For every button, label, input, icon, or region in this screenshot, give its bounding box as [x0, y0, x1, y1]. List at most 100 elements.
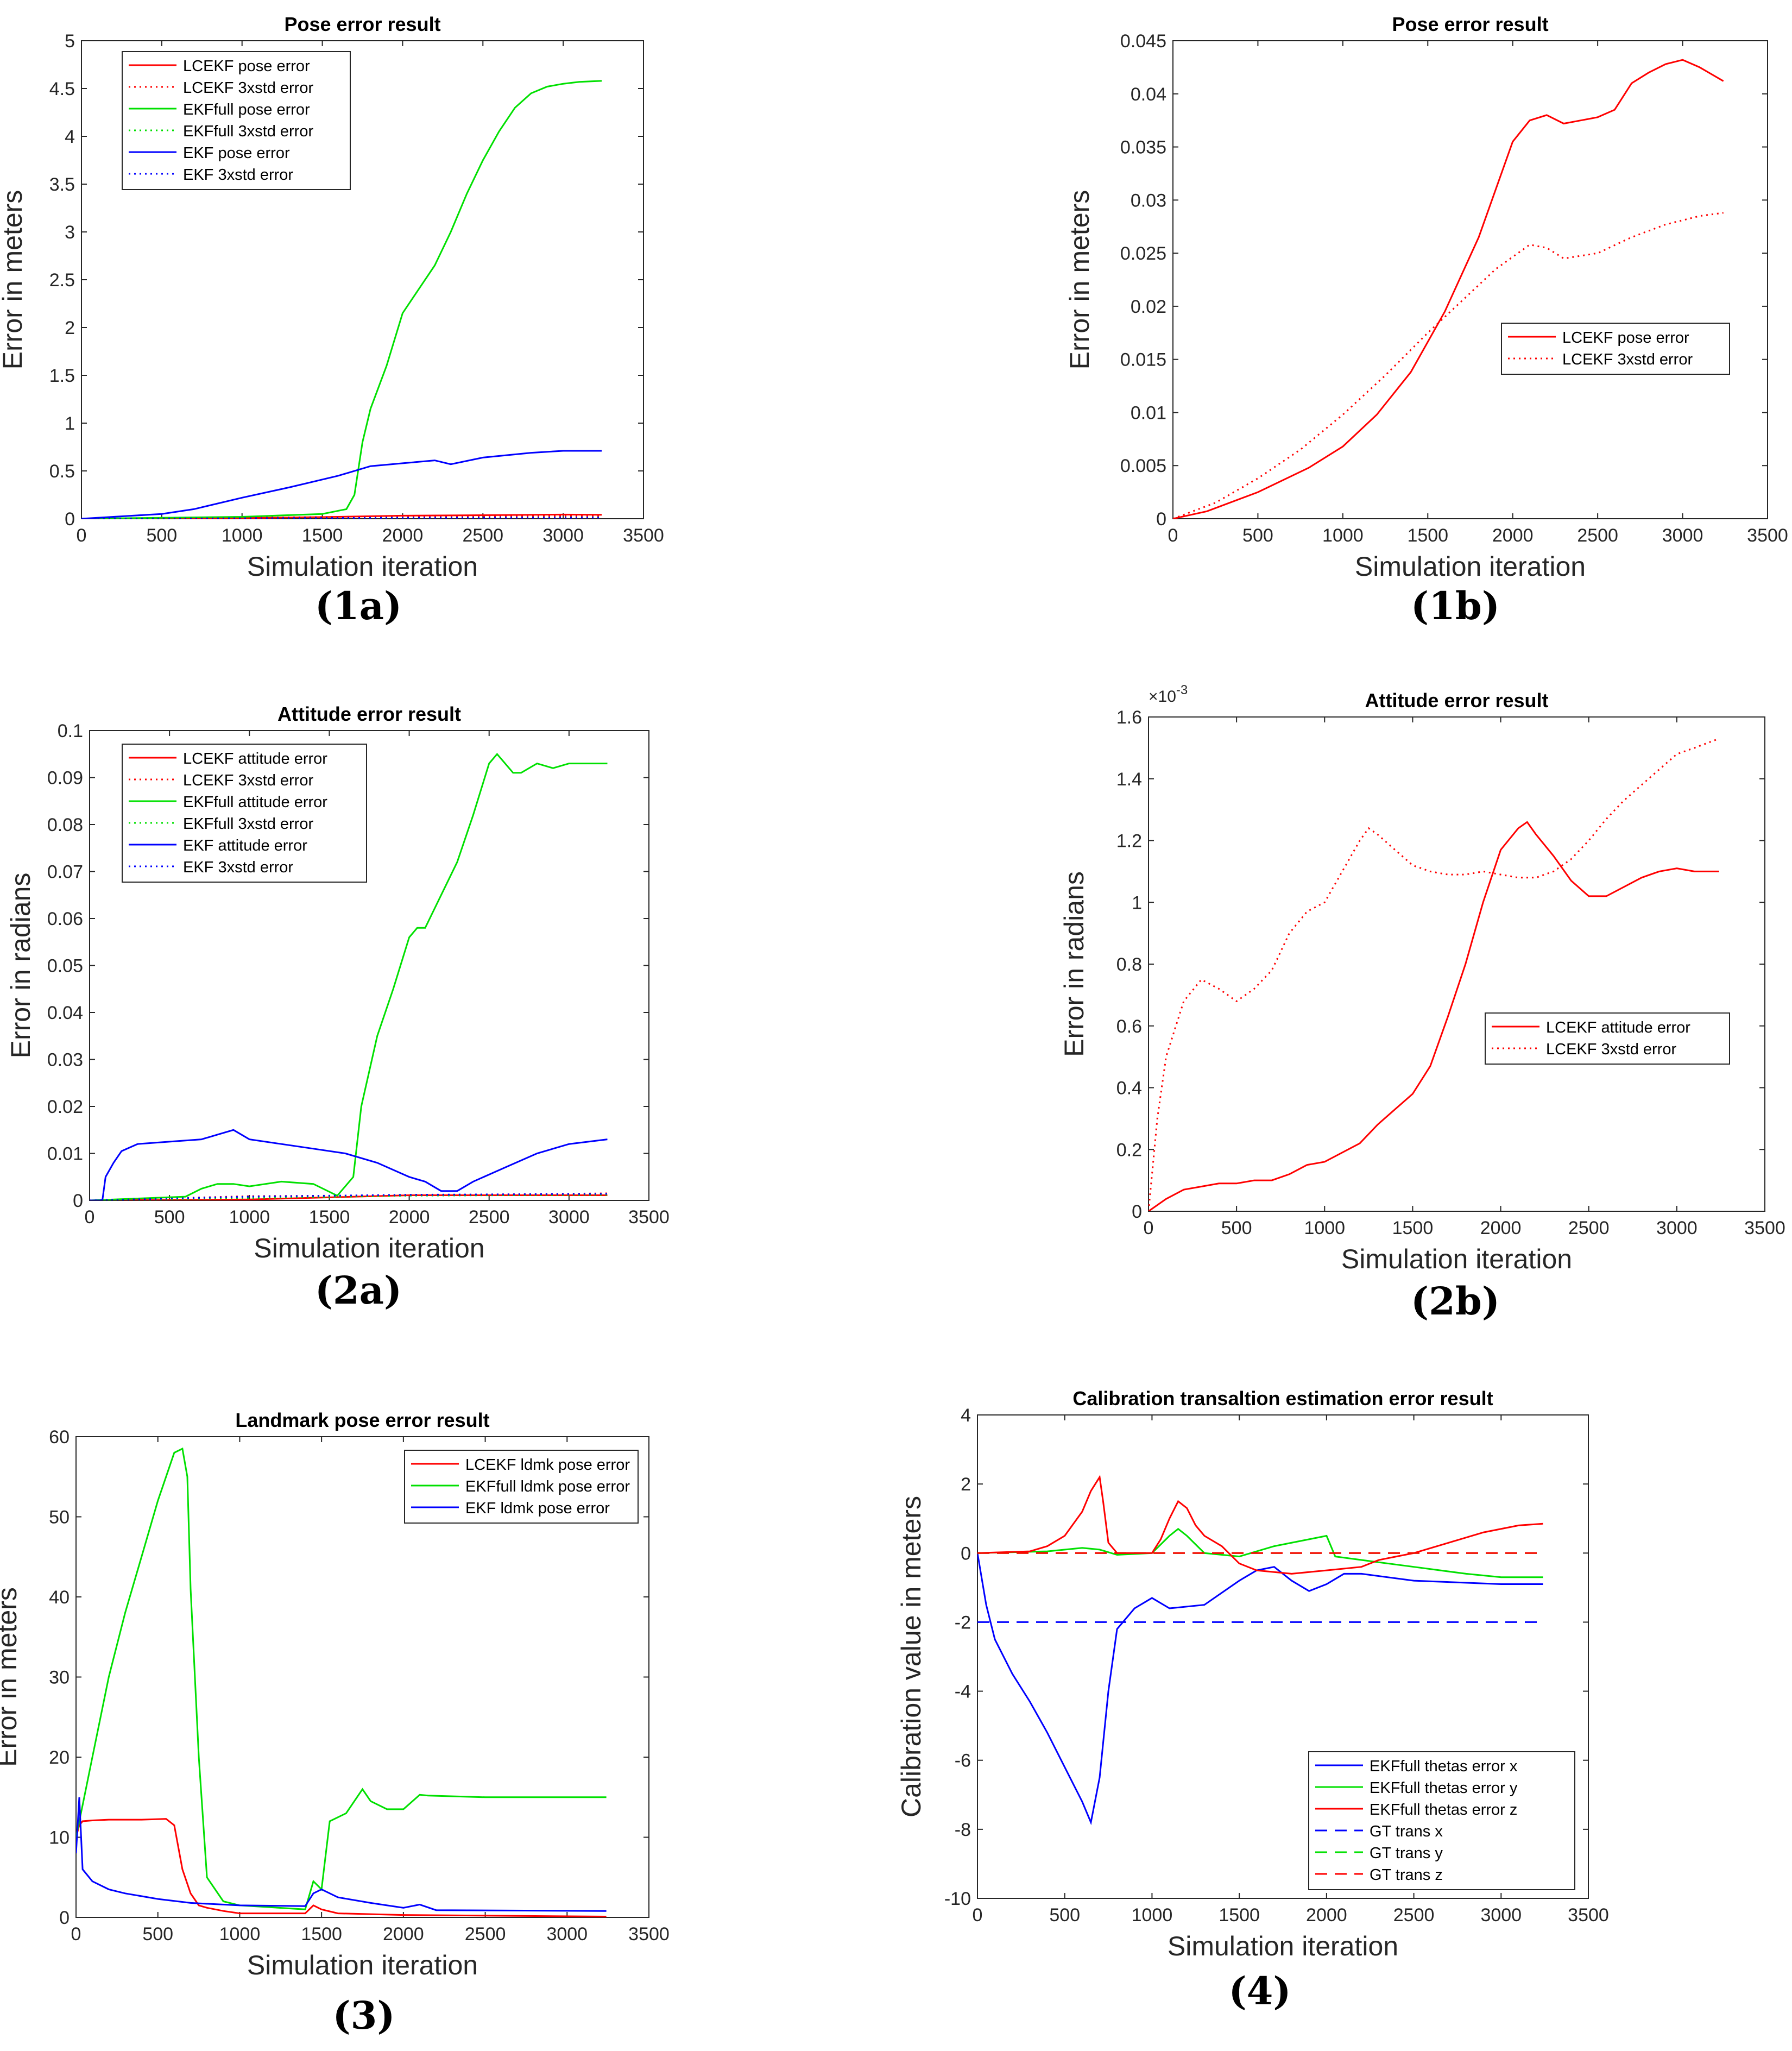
y-tick-label: 0 [73, 1191, 83, 1211]
legend-entry: LCEKF pose error [1562, 329, 1689, 347]
legend-box [122, 744, 367, 883]
series-line [90, 752, 608, 1200]
y-tick-label: 0.04 [47, 1003, 83, 1023]
y-exponent-label: ×10-3 [1149, 683, 1188, 706]
y-tick-label: 0 [1156, 509, 1166, 530]
y-tick-label: 1 [1132, 892, 1142, 913]
x-tick-label: 500 [146, 525, 177, 546]
x-axis-label: Simulation iteration [254, 1233, 484, 1263]
x-tick-label: 1500 [302, 525, 343, 546]
y-tick-label: -10 [944, 1889, 971, 1909]
plot-area [1172, 40, 1768, 519]
y-tick-label: 0.2 [1116, 1140, 1142, 1160]
x-tick-label: 1000 [1304, 1218, 1345, 1238]
x-axis-label: Simulation iteration [247, 551, 478, 582]
legend: EKFfull thetas error x EKFfull thetas err… [1308, 1751, 1575, 1890]
legend-entry: EKFfull ldmk pose error [465, 1478, 630, 1495]
legend-box [1308, 1751, 1575, 1890]
x-tick-label: 1000 [219, 1924, 261, 1945]
y-tick-label: -2 [955, 1612, 971, 1633]
y-tick-label: 0.025 [1120, 243, 1166, 264]
legend-entry: EKFfull pose error [183, 101, 310, 118]
x-tick-label: 3500 [628, 1924, 670, 1945]
y-tick-label: 0.03 [1131, 190, 1166, 211]
x-tick-label: 2000 [383, 1924, 424, 1945]
x-tick-label: 3000 [1662, 525, 1703, 546]
series-line [90, 1129, 608, 1200]
legend: LCEKF attitude error LCEKF 3xstd error [1485, 1012, 1730, 1065]
x-tick-label: 1500 [1392, 1218, 1434, 1238]
x-axis-label: Simulation iteration [1355, 551, 1586, 582]
chart-p3: 0 500 1000 1500 2000 2500 3000 3500 0 10 20 30 40 50 6… [0, 1409, 670, 2038]
y-tick-label: 3 [65, 222, 75, 243]
series-line [76, 1447, 607, 1910]
x-tick-label: 1000 [1322, 525, 1364, 546]
x-tick-label: 3000 [1656, 1218, 1698, 1238]
x-tick-label: 3500 [623, 525, 664, 546]
y-tick-label: 0.1 [58, 721, 83, 741]
x-tick-label: 3500 [1744, 1218, 1785, 1238]
series-line [90, 1194, 608, 1200]
y-tick-label: 0 [59, 1908, 70, 1928]
x-tick-label: 3500 [1568, 1905, 1609, 1926]
y-tick-label: 0.09 [47, 768, 83, 789]
legend-box [404, 1450, 639, 1524]
legend-entry: EKFfull 3xstd error [183, 815, 313, 833]
x-tick-label: 500 [1242, 525, 1273, 546]
legend-box [1501, 323, 1730, 375]
x-tick-label: 2500 [1568, 1218, 1610, 1238]
series-line [81, 80, 602, 519]
y-tick-label: 0.5 [49, 461, 75, 482]
subfigure-caption: (2a) [315, 1268, 402, 1313]
y-tick-label: 4 [65, 127, 75, 147]
legend-entry: GT trans z [1370, 1866, 1443, 1884]
series-line [1173, 59, 1724, 519]
y-tick-label: 1.2 [1116, 831, 1142, 852]
y-tick-label: 0.07 [47, 862, 83, 883]
legend-entry: LCEKF pose error [183, 58, 310, 75]
x-tick-label: 0 [71, 1924, 81, 1945]
series-line [1149, 821, 1719, 1211]
series-line [81, 450, 602, 519]
legend-entry: LCEKF 3xstd error [183, 79, 313, 97]
x-tick-label: 0 [77, 525, 87, 546]
x-tick-label: 3000 [546, 1924, 588, 1945]
y-axis-label: Error in meters [0, 190, 28, 370]
y-tick-label: 0.01 [1131, 402, 1166, 423]
chart-p2b: 0 500 1000 1500 2000 2500 3000 3500 0 0.2 0.4 0.6 0.… [1059, 683, 1785, 1324]
y-tick-label: 0.06 [47, 909, 83, 929]
x-tick-label: 0 [1168, 525, 1178, 546]
x-tick-label: 3000 [542, 525, 584, 546]
y-tick-label: 0.005 [1120, 456, 1166, 476]
y-tick-label: 0.6 [1116, 1016, 1142, 1037]
legend-entry: EKF 3xstd error [183, 166, 293, 184]
chart-title: Pose error result [284, 13, 440, 35]
series-line [76, 1818, 607, 1917]
y-tick-label: 0 [961, 1543, 971, 1564]
x-tick-label: 2000 [382, 525, 424, 546]
x-axis-label: Simulation iteration [247, 1950, 478, 1980]
legend-entry: GT trans x [1370, 1823, 1443, 1840]
x-tick-label: 3000 [1480, 1905, 1522, 1926]
y-tick-label: 0.04 [1131, 84, 1166, 105]
legend-entry: LCEKF 3xstd error [1562, 351, 1693, 368]
x-tick-label: 0 [1144, 1218, 1154, 1238]
x-tick-label: 1500 [309, 1207, 350, 1228]
chart-p1a: 0 500 1000 1500 2000 2500 3000 3500 0 0.5 1 1.5 2 2.5… [0, 13, 664, 628]
x-tick-label: 500 [1049, 1905, 1080, 1926]
legend-box [1485, 1012, 1730, 1065]
x-tick-label: 3500 [1747, 525, 1788, 546]
legend-box [122, 51, 351, 190]
y-tick-label: 2 [961, 1474, 971, 1495]
legend: LCEKF pose error LCEKF 3xstd error [1501, 323, 1730, 375]
y-tick-label: 0.03 [47, 1050, 83, 1071]
x-tick-label: 1500 [1219, 1905, 1260, 1926]
y-tick-label: -4 [955, 1682, 971, 1702]
y-tick-label: 0 [65, 509, 75, 530]
x-tick-label: 3000 [548, 1207, 590, 1228]
y-tick-label: 0.4 [1116, 1078, 1142, 1099]
x-tick-label: 1000 [222, 525, 263, 546]
y-tick-label: 0.015 [1120, 350, 1166, 370]
x-tick-label: 0 [85, 1207, 95, 1228]
y-tick-label: 0.01 [47, 1144, 83, 1165]
